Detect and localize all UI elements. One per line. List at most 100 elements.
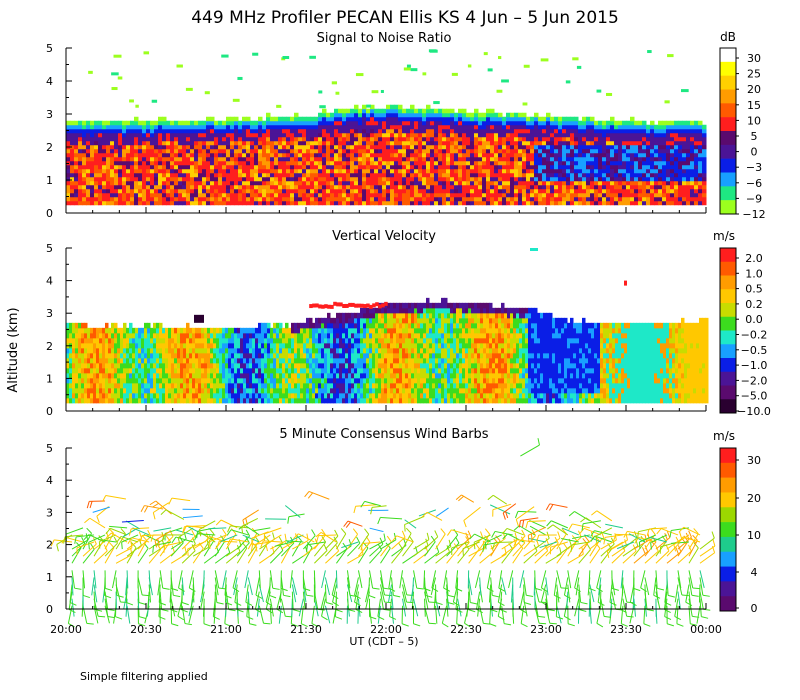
snr-cell xyxy=(306,136,311,142)
vv-cell xyxy=(105,327,109,334)
snr-cell xyxy=(498,160,503,166)
snr-cell xyxy=(142,120,147,126)
vv-cell xyxy=(150,352,154,359)
vv-cell xyxy=(222,357,226,364)
snr-cell xyxy=(434,164,439,170)
snr-cell xyxy=(518,156,523,162)
snr-cell xyxy=(530,176,535,182)
vv-cell xyxy=(135,337,139,344)
vv-cell xyxy=(228,337,232,344)
vv-cell xyxy=(141,397,145,404)
vv-cell xyxy=(183,357,187,364)
snr-cell xyxy=(202,196,207,202)
vv-cell xyxy=(69,367,73,374)
vv-cell xyxy=(195,352,199,359)
vv-cell xyxy=(174,377,178,384)
snr-cell xyxy=(462,200,467,206)
snr-cell xyxy=(358,188,363,194)
snr-cell xyxy=(582,160,587,166)
snr-cell xyxy=(102,152,107,158)
snr-cell xyxy=(486,128,491,134)
snr-cell xyxy=(390,148,395,154)
snr-cell xyxy=(74,160,79,166)
vv-cell xyxy=(132,362,136,369)
snr-cell xyxy=(506,184,511,190)
vv-cell xyxy=(291,332,295,339)
vv-cell xyxy=(240,332,244,339)
vv-cell xyxy=(294,372,298,379)
snr-cell xyxy=(502,152,507,158)
vv-cell xyxy=(273,332,277,339)
vv-cell xyxy=(210,352,214,359)
snr-cell xyxy=(658,152,663,158)
snr-cell xyxy=(382,180,387,186)
snr-cell xyxy=(186,148,191,154)
vv-cell xyxy=(81,362,85,369)
snr-cell xyxy=(474,192,479,198)
snr-cell xyxy=(678,156,683,162)
snr-cell xyxy=(446,112,451,118)
snr-cell xyxy=(482,144,487,150)
snr-cell xyxy=(654,136,659,142)
snr-cell xyxy=(418,152,423,158)
snr-cell xyxy=(654,164,659,170)
vv-cell xyxy=(171,372,175,379)
vv-cell xyxy=(153,382,157,389)
snr-cell xyxy=(414,120,419,126)
snr-cell xyxy=(286,168,291,174)
snr-cell xyxy=(614,176,619,182)
snr-cell xyxy=(274,176,279,182)
vv-cell xyxy=(303,397,307,404)
vv-cell xyxy=(210,357,214,364)
snr-cell xyxy=(390,136,395,142)
snr-cell xyxy=(562,184,567,190)
vv-cell xyxy=(189,357,193,364)
snr-cell xyxy=(117,76,123,80)
snr-cell xyxy=(134,136,139,142)
snr-cell xyxy=(358,120,363,126)
vv-cell xyxy=(228,332,232,339)
snr-cell xyxy=(294,144,299,150)
vv-cell xyxy=(93,397,97,404)
vv-cell xyxy=(177,327,181,334)
snr-cell xyxy=(330,160,335,166)
snr-cell xyxy=(662,200,667,206)
snr-cell xyxy=(378,120,383,126)
snr-cell xyxy=(98,196,103,202)
snr-cell xyxy=(218,172,223,178)
vv-cell xyxy=(303,392,307,399)
snr-cell xyxy=(578,152,583,158)
snr-cell xyxy=(186,188,191,194)
snr-cell xyxy=(650,188,655,194)
snr-cell xyxy=(338,164,343,170)
snr-cell xyxy=(174,148,179,154)
snr-cell xyxy=(650,196,655,202)
snr-cell xyxy=(258,164,263,170)
snr-cell xyxy=(530,136,535,142)
snr-cell xyxy=(682,132,687,138)
vv-cell xyxy=(105,352,109,359)
snr-cell xyxy=(506,132,511,138)
vv-cell xyxy=(111,362,115,369)
vv-cell xyxy=(90,327,94,334)
snr-cell xyxy=(166,120,171,126)
vv-cell xyxy=(312,342,316,349)
snr-cell xyxy=(658,196,663,202)
vv-cell xyxy=(285,377,289,384)
snr-cell xyxy=(322,136,327,142)
vv-cell xyxy=(141,387,145,394)
snr-cell xyxy=(562,152,567,158)
vv-cell xyxy=(117,347,121,354)
vv-cell xyxy=(306,322,310,329)
vv-cell xyxy=(138,352,142,359)
snr-cell xyxy=(442,184,447,190)
vv-cell xyxy=(108,352,112,359)
snr-cell xyxy=(618,128,623,134)
snr-cell xyxy=(122,148,127,154)
snr-cell xyxy=(454,112,459,118)
snr-cell xyxy=(358,128,363,134)
snr-cell xyxy=(598,132,603,138)
vv-cell xyxy=(297,362,301,369)
snr-cell xyxy=(630,132,635,138)
